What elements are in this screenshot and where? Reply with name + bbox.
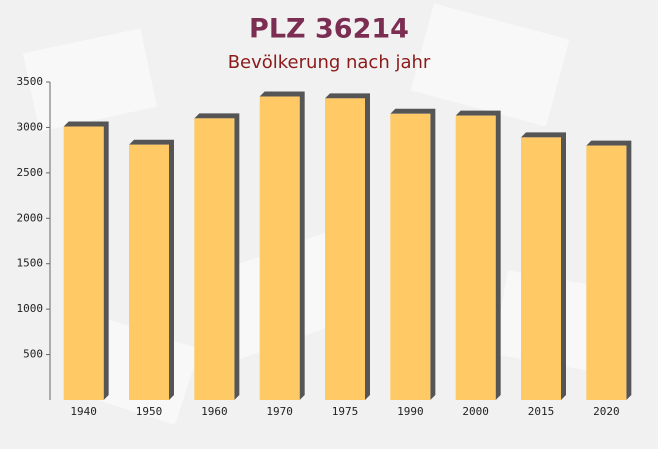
chart-subtitle: Bevölkerung nach jahr	[228, 52, 431, 73]
bar-shadow	[325, 93, 370, 401]
bar	[63, 126, 104, 401]
x-tick-label: 2020	[593, 405, 620, 418]
x-tick-label: 2000	[462, 405, 489, 418]
bar	[455, 115, 496, 401]
x-tick-label: 1950	[136, 405, 163, 418]
bar	[586, 145, 627, 400]
bar-shadow	[63, 121, 109, 401]
bar	[521, 137, 561, 400]
y-tick-label: 1500	[17, 257, 44, 270]
bar	[129, 144, 169, 400]
bar-shadow	[259, 91, 305, 400]
bar-shadow	[390, 108, 436, 401]
y-tick-label: 1000	[17, 302, 44, 315]
bar	[325, 98, 365, 401]
x-tick-label: 2015	[528, 405, 555, 418]
bar	[194, 118, 235, 400]
x-tick-label: 1960	[201, 405, 228, 418]
bar-shadow	[586, 140, 632, 400]
bar	[390, 113, 431, 401]
x-tick-label: 1970	[266, 405, 293, 418]
bar-shadow	[129, 139, 174, 401]
y-tick-label: 2500	[17, 166, 44, 179]
bar-shadow	[521, 132, 566, 400]
x-tick-label: 1940	[70, 405, 97, 418]
bar	[259, 96, 300, 400]
bar-shadow	[455, 110, 501, 401]
y-tick-label: 2000	[17, 211, 44, 224]
bar-shadow	[194, 113, 240, 400]
chart-title: PLZ 36214	[249, 14, 409, 45]
y-tick-label: 500	[23, 348, 43, 361]
x-tick-label: 1990	[397, 405, 424, 418]
y-tick-label: 3000	[17, 120, 44, 133]
x-tick-label: 1975	[332, 405, 359, 418]
y-tick-label: 3500	[17, 75, 44, 88]
